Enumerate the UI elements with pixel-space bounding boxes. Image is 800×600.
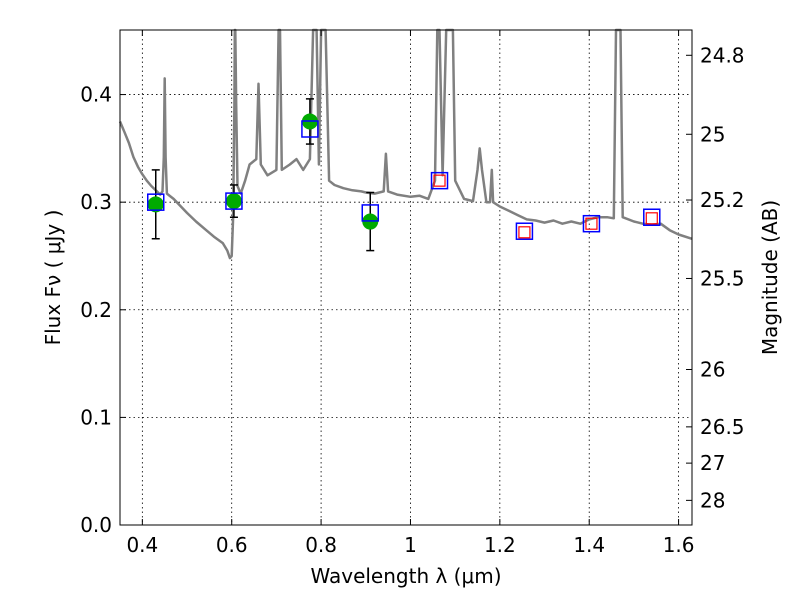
x-axis-label: Wavelength λ (μm) <box>310 564 501 588</box>
model-photometry-square <box>147 193 165 211</box>
observed-point <box>147 196 164 213</box>
model-photometry-square <box>430 171 449 190</box>
predicted-markers <box>433 174 658 239</box>
predicted-square <box>645 212 658 225</box>
right-tick-label: 25.2 <box>700 188 745 212</box>
x-tick-label: 1.2 <box>484 533 516 557</box>
plot-frame <box>119 29 693 526</box>
predicted-square <box>585 217 598 230</box>
model-photometry-square <box>361 204 379 222</box>
observed-point <box>225 193 242 210</box>
x-tick-label: 1.4 <box>573 533 605 557</box>
right-axis-label: Magnitude (AB) <box>758 200 782 355</box>
observed-points <box>147 113 379 230</box>
y-tick-label: 0.3 <box>80 190 112 214</box>
model-spectrum-line <box>118 28 693 260</box>
y-axis-label: Flux Fν ( μJy ) <box>41 210 65 346</box>
right-tick-label: 25.5 <box>700 266 745 290</box>
model-spectrum <box>118 28 693 260</box>
y-axis-ticks: 0.0 0.1 0.2 0.3 0.4 <box>80 83 126 537</box>
predicted-square <box>433 174 446 187</box>
right-axis-ticks: 24.8 25 25.2 25.5 26 26.5 27 28 <box>686 43 745 512</box>
x-tick-label: 0.6 <box>216 533 248 557</box>
right-tick-label: 24.8 <box>700 43 745 67</box>
x-tick-label: 1.6 <box>663 533 695 557</box>
x-tick-label: 1 <box>404 533 417 557</box>
y-tick-label: 0.0 <box>80 513 112 537</box>
y-tick-label: 0.2 <box>80 298 112 322</box>
predicted-square <box>518 226 531 239</box>
model-photometry-markers <box>147 120 661 240</box>
y-tick-label: 0.4 <box>80 83 112 107</box>
model-photometry-square <box>301 120 319 138</box>
x-tick-label: 0.4 <box>126 533 158 557</box>
model-photometry-square <box>515 222 534 240</box>
model-photometry-square <box>643 208 661 226</box>
x-tick-label: 0.8 <box>305 533 337 557</box>
error-bars <box>151 98 375 252</box>
right-tick-label: 26.5 <box>700 415 745 439</box>
right-tick-label: 26 <box>700 358 725 382</box>
right-tick-label: 28 <box>700 488 725 512</box>
model-photometry-square <box>582 214 601 233</box>
y-tick-label: 0.1 <box>80 405 112 429</box>
model-photometry-square <box>225 192 243 210</box>
x-axis-ticks: 0.4 0.6 0.8 1 1.2 1.4 1.6 <box>126 30 695 557</box>
right-tick-label: 27 <box>700 451 725 475</box>
right-tick-label: 25 <box>700 122 725 146</box>
grid <box>120 30 692 525</box>
